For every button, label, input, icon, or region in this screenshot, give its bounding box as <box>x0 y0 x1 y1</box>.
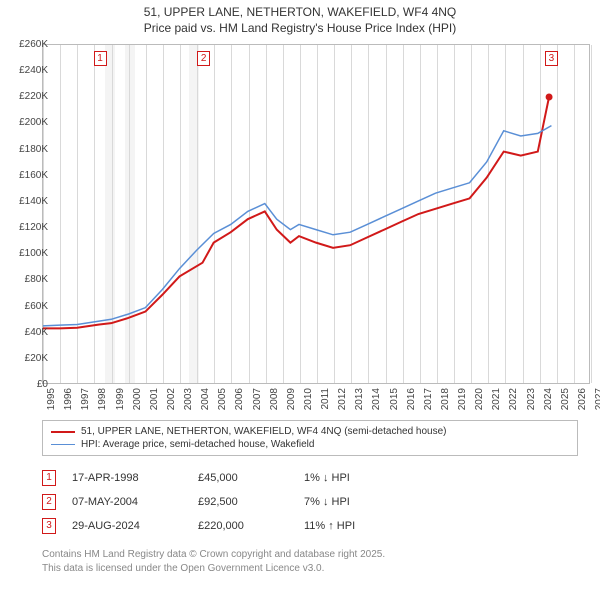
footer: Contains HM Land Registry data © Crown c… <box>42 548 578 575</box>
transaction-marker: 1 <box>42 470 56 486</box>
y-tick-label: £80K <box>8 274 48 284</box>
series-end-dot <box>546 94 553 101</box>
transaction-row: 3 29-AUG-2024 £220,000 11% ↑ HPI <box>42 514 578 538</box>
legend-swatch <box>51 431 75 433</box>
x-tick-label: 2016 <box>406 388 417 410</box>
legend: 51, UPPER LANE, NETHERTON, WAKEFIELD, WF… <box>42 420 578 456</box>
y-tick-label: £260K <box>8 39 48 49</box>
transaction-date: 29-AUG-2024 <box>72 520 182 532</box>
x-tick-label: 2009 <box>286 388 297 410</box>
y-tick-label: £140K <box>8 196 48 206</box>
x-tick-label: 2021 <box>491 388 502 410</box>
x-tick-label: 2005 <box>217 388 228 410</box>
y-tick-label: £180K <box>8 144 48 154</box>
transaction-diff: 11% ↑ HPI <box>304 520 394 532</box>
transaction-date: 17-APR-1998 <box>72 472 182 484</box>
transaction-diff: 7% ↓ HPI <box>304 496 394 508</box>
x-tick-label: 2019 <box>457 388 468 410</box>
footer-line2: This data is licensed under the Open Gov… <box>42 562 578 576</box>
x-tick-label: 2020 <box>474 388 485 410</box>
x-tick-label: 2002 <box>166 388 177 410</box>
x-tick-label: 1996 <box>63 388 74 410</box>
x-tick-label: 2015 <box>389 388 400 410</box>
x-tick-label: 2024 <box>543 388 554 410</box>
x-tick-label: 1998 <box>97 388 108 410</box>
x-tick-label: 2025 <box>560 388 571 410</box>
chart-marker: 1 <box>94 51 107 66</box>
y-tick-label: £20K <box>8 353 48 363</box>
y-tick-label: £120K <box>8 222 48 232</box>
y-tick-label: £0 <box>8 379 48 389</box>
legend-label: 51, UPPER LANE, NETHERTON, WAKEFIELD, WF… <box>81 426 446 437</box>
x-tick-label: 2011 <box>320 388 331 410</box>
x-tick-label: 2018 <box>440 388 451 410</box>
transaction-row: 1 17-APR-1998 £45,000 1% ↓ HPI <box>42 466 578 490</box>
x-tick-label: 2026 <box>577 388 588 410</box>
series-hpi <box>43 126 551 326</box>
chart-marker: 3 <box>545 51 558 66</box>
series-price_paid <box>43 97 549 328</box>
x-tick-label: 1995 <box>46 388 57 410</box>
x-tick-label: 2010 <box>303 388 314 410</box>
gridline-vertical <box>591 45 592 383</box>
transaction-marker: 2 <box>42 494 56 510</box>
x-tick-label: 2014 <box>371 388 382 410</box>
x-tick-label: 1997 <box>80 388 91 410</box>
y-tick-label: £100K <box>8 248 48 258</box>
transaction-price: £220,000 <box>198 520 288 532</box>
legend-item: 51, UPPER LANE, NETHERTON, WAKEFIELD, WF… <box>51 425 569 438</box>
title-line1: 51, UPPER LANE, NETHERTON, WAKEFIELD, WF… <box>0 4 600 20</box>
transaction-row: 2 07-MAY-2004 £92,500 7% ↓ HPI <box>42 490 578 514</box>
x-tick-label: 2007 <box>252 388 263 410</box>
chart-marker: 2 <box>197 51 210 66</box>
x-tick-label: 2001 <box>149 388 160 410</box>
y-tick-label: £240K <box>8 65 48 75</box>
x-tick-label: 2004 <box>200 388 211 410</box>
x-tick-label: 2003 <box>183 388 194 410</box>
transaction-marker: 3 <box>42 518 56 534</box>
x-tick-label: 2017 <box>423 388 434 410</box>
chart-plot-area: 1 2 3 <box>42 44 590 384</box>
transaction-date: 07-MAY-2004 <box>72 496 182 508</box>
x-tick-label: 1999 <box>115 388 126 410</box>
transactions-table: 1 17-APR-1998 £45,000 1% ↓ HPI 2 07-MAY-2004 £… <box>42 466 578 538</box>
y-tick-label: £160K <box>8 170 48 180</box>
x-tick-label: 2023 <box>526 388 537 410</box>
transaction-diff: 1% ↓ HPI <box>304 472 394 484</box>
legend-item: HPI: Average price, semi-detached house,… <box>51 438 569 451</box>
y-tick-label: £220K <box>8 91 48 101</box>
x-tick-label: 2013 <box>354 388 365 410</box>
x-tick-label: 2008 <box>269 388 280 410</box>
legend-label: HPI: Average price, semi-detached house,… <box>81 439 314 450</box>
transaction-price: £45,000 <box>198 472 288 484</box>
x-tick-label: 2000 <box>132 388 143 410</box>
y-tick-label: £60K <box>8 301 48 311</box>
y-tick-label: £40K <box>8 327 48 337</box>
legend-swatch <box>51 444 75 445</box>
chart-lines <box>43 45 589 383</box>
x-tick-label: 2022 <box>508 388 519 410</box>
transaction-price: £92,500 <box>198 496 288 508</box>
x-tick-label: 2006 <box>234 388 245 410</box>
y-tick-label: £200K <box>8 117 48 127</box>
chart-title: 51, UPPER LANE, NETHERTON, WAKEFIELD, WF… <box>0 0 600 36</box>
footer-line1: Contains HM Land Registry data © Crown c… <box>42 548 578 562</box>
title-line2: Price paid vs. HM Land Registry's House … <box>0 20 600 36</box>
x-tick-label: 2027 <box>594 388 600 410</box>
x-tick-label: 2012 <box>337 388 348 410</box>
